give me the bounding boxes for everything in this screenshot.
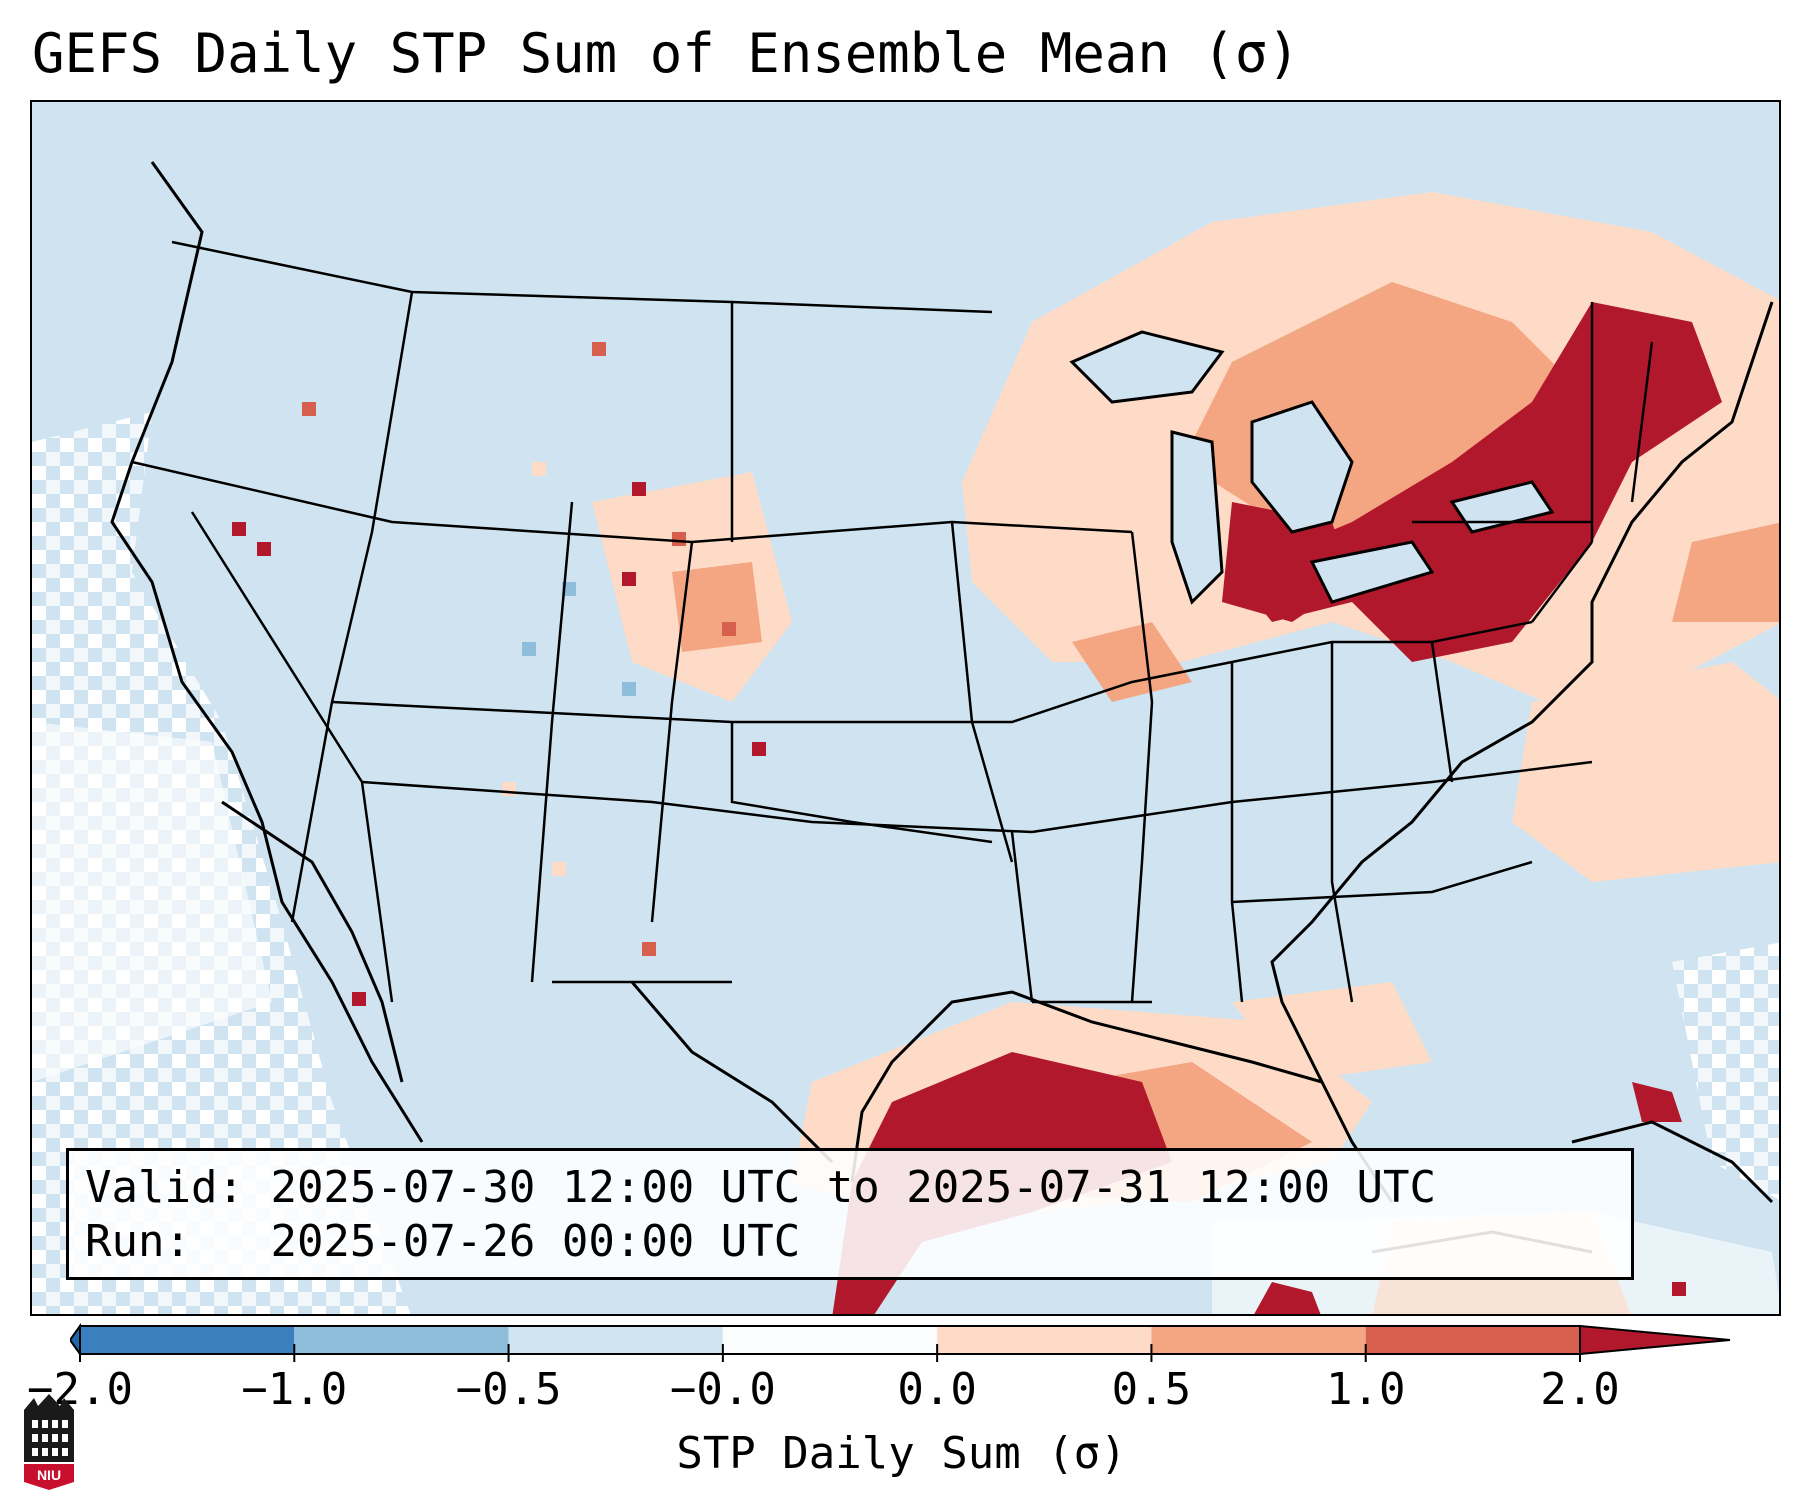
niu-logo: NIU (24, 1394, 74, 1490)
logo-windows (32, 1420, 68, 1456)
run-label: Run: (85, 1216, 191, 1267)
logo-badge (24, 1464, 74, 1490)
colorbar-tick-label: −0.5 (455, 1364, 562, 1415)
colorbar-outline (79, 1325, 1581, 1355)
colorbar-segment-6 (1365, 1326, 1580, 1354)
colorbar-tick-label: −1.0 (241, 1364, 348, 1415)
map-panel (30, 100, 1781, 1316)
run-value: 2025-07-26 00:00 UTC (270, 1216, 801, 1267)
colorbar-tick-label: 0.0 (897, 1364, 977, 1415)
valid-label: Valid: (85, 1162, 244, 1213)
colorbar-segment-2 (508, 1326, 723, 1354)
colorbar-tick-label: 1.0 (1325, 1364, 1406, 1415)
colorbar-extend-low (70, 1322, 81, 1358)
state-borders (131, 240, 1654, 1004)
colorbar-segment-5 (1151, 1326, 1366, 1354)
colorbar-segment-3 (722, 1326, 938, 1354)
valid-value: 2025-07-30 12:00 UTC to 2025-07-31 12:00… (270, 1162, 1437, 1213)
chart-title: GEFS Daily STP Sum of Ensemble Mean (σ) (32, 22, 1300, 85)
valid-run-info-box: Valid: 2025-07-30 12:00 UTC to 2025-07-3… (66, 1148, 1634, 1280)
colorbar-label: STP Daily Sum (σ) (676, 1428, 1127, 1479)
logo-text: NIU (37, 1467, 61, 1483)
colorbar-extend-high (1579, 1324, 1731, 1356)
colorbar-segment-4 (937, 1326, 1152, 1354)
colorbar (70, 1322, 1731, 1362)
colorbar-tick-label: −0.0 (669, 1364, 776, 1415)
map-svg (32, 161, 1779, 1314)
colorbar-tick-label: 0.5 (1111, 1364, 1192, 1415)
logo-tower-shape (24, 1394, 74, 1462)
colorbar-tick-label: 2.0 (1540, 1364, 1620, 1415)
colorbar-segment-1 (294, 1326, 509, 1354)
colorbar-segment-0 (80, 1326, 295, 1354)
near-zero-field (32, 412, 1779, 1314)
